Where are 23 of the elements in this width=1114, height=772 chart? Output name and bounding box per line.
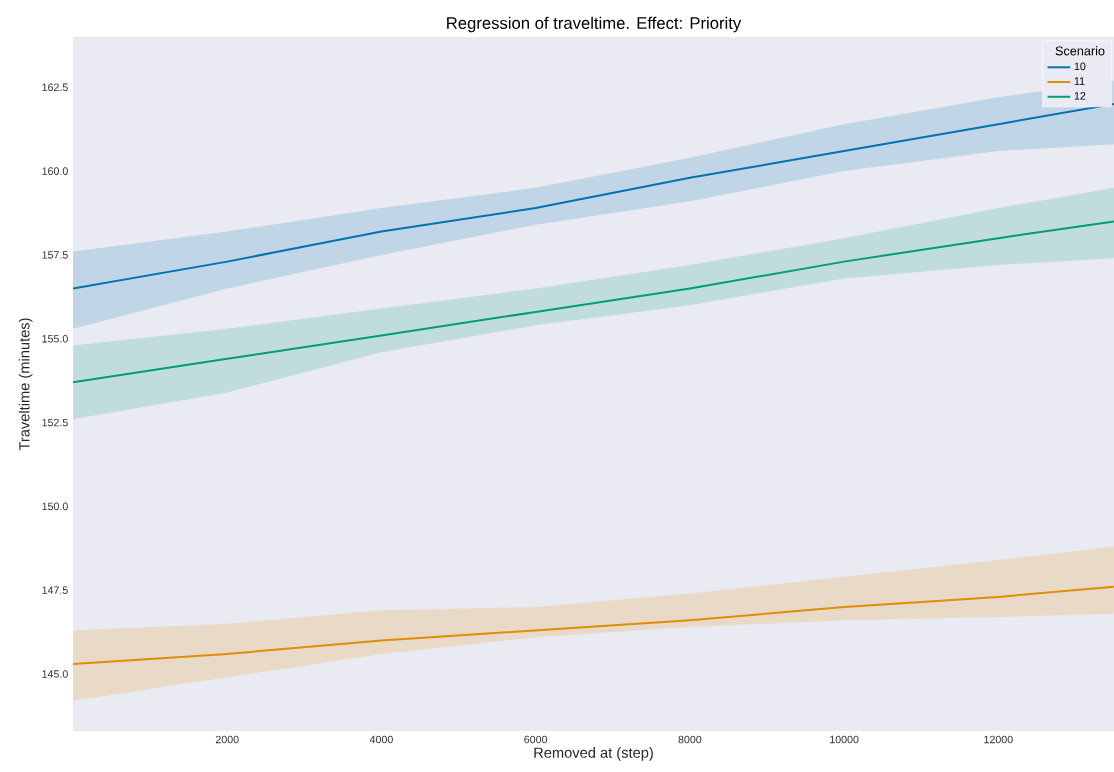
y-axis-title: Traveltime (minutes) [18, 318, 33, 451]
x-tick-label: 4000 [369, 735, 393, 744]
y-tick-label: 157.5 [42, 251, 68, 259]
x-tick-label: 10000 [830, 735, 859, 744]
x-tick-label: 12000 [984, 735, 1013, 744]
legend-label: 10 [1074, 62, 1086, 71]
x-tick-label: 6000 [524, 735, 548, 744]
legend-label: 12 [1074, 92, 1086, 100]
y-tick-label: 160.0 [42, 167, 68, 175]
x-tick-label: 2000 [215, 735, 239, 744]
chart-title: Regression of traveltime. Effect: Priority [447, 16, 742, 33]
y-tick-label: 147.5 [42, 586, 68, 594]
legend-label: 11 [1074, 77, 1085, 85]
legend-title: Scenario [1055, 46, 1105, 56]
x-tick-label: 8000 [678, 735, 702, 744]
y-tick-label: 162.5 [42, 83, 68, 92]
y-tick-label: 145.0 [42, 670, 68, 678]
line-series [73, 220, 1114, 384]
y-tick-label: 155.0 [42, 334, 68, 343]
line-series [73, 103, 1114, 290]
y-tick-label: 150.0 [42, 502, 68, 511]
y-tick-label: 152.5 [42, 418, 68, 427]
x-axis-title: Removed at (step) [534, 747, 653, 761]
